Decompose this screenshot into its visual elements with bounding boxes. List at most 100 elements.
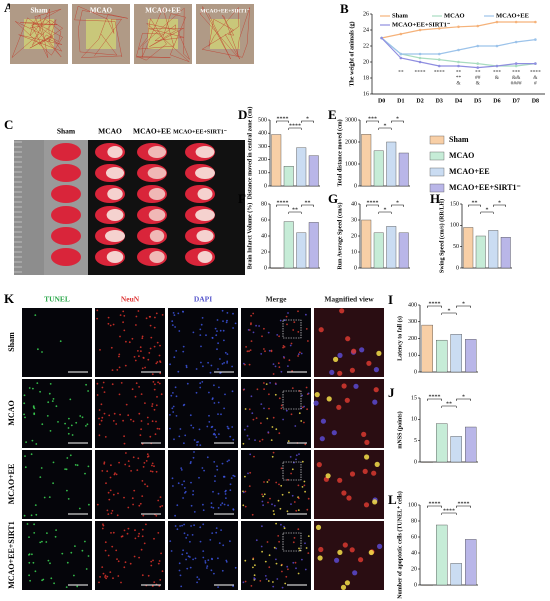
cell [158, 354, 161, 357]
cell [178, 562, 181, 565]
significance-label: **** [443, 508, 455, 514]
significance-bracket [378, 127, 392, 130]
bar [465, 539, 477, 586]
legend-label: MCAO+EE [496, 12, 529, 19]
cell [361, 431, 367, 437]
bar [386, 141, 397, 187]
cell [251, 513, 254, 516]
cell [223, 475, 226, 478]
cell [353, 383, 359, 389]
y-tick-label: 0 [264, 183, 267, 189]
cell [202, 523, 205, 526]
y-tick-label: 15 [411, 395, 417, 401]
cell [84, 540, 86, 543]
cell [149, 435, 152, 438]
cell [100, 419, 103, 422]
channel-label: NeuN [121, 295, 140, 304]
cell [39, 476, 42, 478]
cell [287, 365, 289, 367]
y-axis-label: The weight of animals (g) [348, 22, 355, 87]
cell [253, 574, 256, 577]
cell [220, 413, 222, 416]
cell [26, 523, 29, 525]
cell [349, 547, 355, 553]
micrograph [95, 450, 165, 519]
cell [182, 549, 185, 552]
cell [183, 487, 186, 489]
cell [96, 394, 99, 396]
cell [222, 329, 225, 332]
cell [39, 541, 42, 544]
cell [200, 361, 202, 364]
cell [111, 383, 114, 386]
cell [268, 479, 270, 481]
micrograph [314, 379, 384, 448]
cell [232, 474, 235, 477]
cell [273, 546, 276, 549]
cell [104, 549, 107, 552]
significance-bracket [480, 211, 494, 214]
cell [211, 336, 214, 339]
cell [340, 584, 347, 591]
cell [119, 314, 122, 316]
cell [295, 509, 298, 512]
brain-slice [51, 206, 81, 224]
cell [291, 468, 294, 471]
cell [215, 527, 218, 529]
cell [143, 542, 146, 545]
y-tick-label: 40 [351, 201, 357, 207]
significance-label: ** [472, 200, 478, 206]
zoom-box [282, 532, 302, 552]
cell [230, 477, 233, 479]
cell [137, 535, 140, 538]
brain-slice [51, 143, 81, 161]
cell [117, 492, 119, 495]
cell [124, 561, 127, 564]
legend-label: MCAO+EE+SIRT1⁻ [392, 21, 451, 28]
cell [301, 394, 303, 397]
cell [216, 465, 218, 468]
y-tick-label: 60 [261, 217, 267, 223]
cell [54, 535, 57, 538]
cell [145, 317, 148, 320]
cell [204, 560, 207, 562]
cell [171, 407, 174, 410]
zoom-box [282, 390, 302, 410]
cell [372, 499, 378, 505]
cell [76, 585, 79, 588]
cell [225, 559, 228, 562]
cell [285, 409, 288, 412]
cell [224, 490, 227, 493]
cell [185, 558, 188, 561]
cell [307, 340, 309, 342]
cell [362, 468, 368, 474]
cell [270, 439, 273, 441]
cell [252, 331, 255, 334]
cell [276, 334, 279, 336]
cell [138, 386, 141, 388]
cell [283, 346, 286, 348]
cell [225, 561, 228, 563]
cell [313, 400, 319, 406]
significance-label: * [396, 200, 399, 206]
y-tick-label: 100 [408, 353, 417, 359]
cell [276, 578, 279, 580]
cell [274, 393, 277, 396]
cell [132, 503, 135, 506]
cell [154, 383, 156, 386]
cell [249, 453, 252, 456]
legend-label: MCAO+EE+SIRT1⁻ [449, 183, 521, 192]
cell [293, 501, 296, 503]
cell [144, 402, 146, 404]
cell [146, 416, 149, 419]
cell [286, 565, 289, 568]
cell [176, 528, 179, 531]
infarct [147, 167, 167, 179]
cell [98, 409, 101, 411]
cell [249, 471, 252, 474]
micrograph [22, 521, 92, 590]
cell [151, 403, 154, 405]
cell [185, 537, 188, 539]
cell [256, 388, 259, 391]
cell [108, 414, 111, 417]
